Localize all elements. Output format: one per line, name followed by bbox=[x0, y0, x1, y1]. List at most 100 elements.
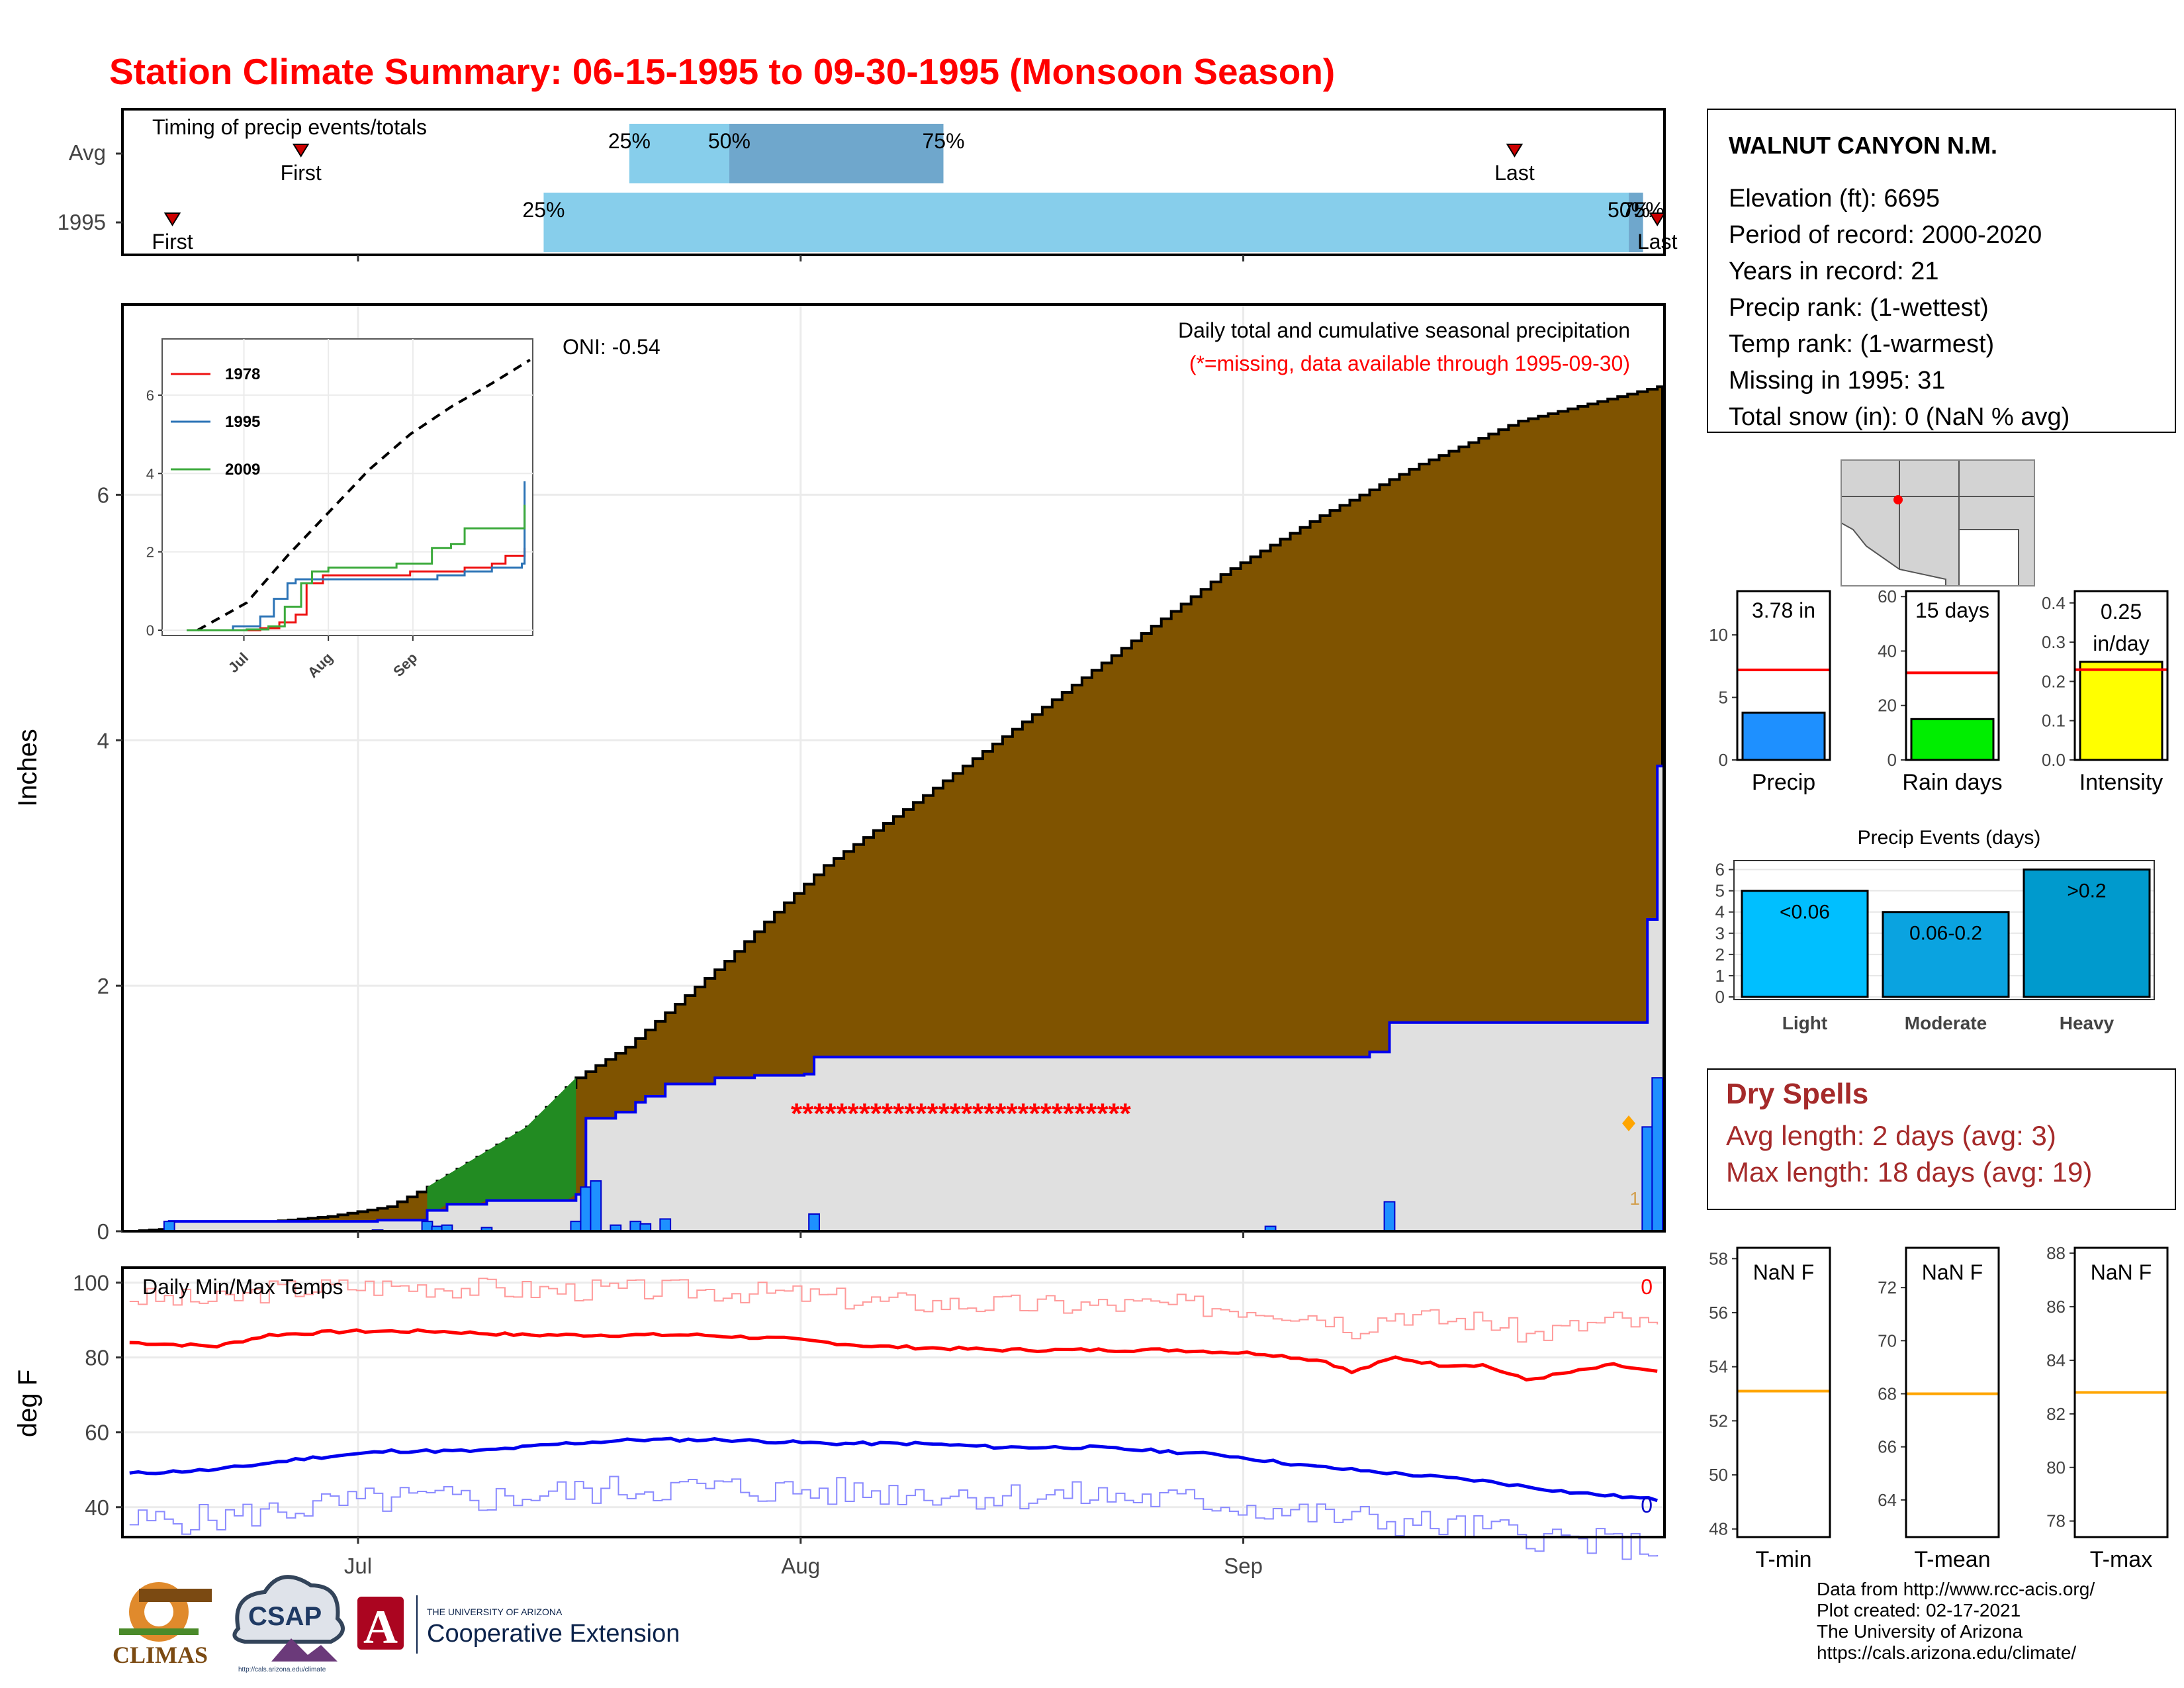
timing-bar-q25-q50 bbox=[629, 124, 729, 183]
summary-y-tick-label: 20 bbox=[1878, 696, 1897, 716]
tbox-frame bbox=[1736, 1246, 1831, 1538]
temp-y-tick-label: 100 bbox=[73, 1271, 109, 1295]
first-event-marker bbox=[163, 212, 181, 226]
oni-value: ONI: -0.54 bbox=[563, 335, 660, 359]
inset-y-tick-label: 0 bbox=[146, 622, 154, 639]
temperature-summary-boxes: 48 50 52 54 56 58 NaN F T-min 64 66 68 70 72 NaN F T-m… bbox=[1709, 1243, 2169, 1572]
csap-logo: CSAP http://cals.arizona.edu/climate bbox=[232, 1575, 345, 1673]
timing-row-1995: 1995 bbox=[58, 210, 106, 234]
tbox-y-tick-label: 82 bbox=[2046, 1404, 2066, 1424]
average-max-temp-line bbox=[129, 1328, 1658, 1382]
date-x-tick-label: Sep bbox=[1224, 1554, 1263, 1578]
timing-bar-q50-q75 bbox=[1629, 193, 1643, 252]
events-category-label: Light bbox=[1782, 1013, 1827, 1033]
summary-y-tick-label: 5 bbox=[1719, 688, 1728, 708]
inset-legend-label: 1995 bbox=[225, 413, 260, 431]
climas-logo: CLIMAS bbox=[113, 1582, 212, 1668]
tbox-y-tick-label: 54 bbox=[1709, 1357, 1728, 1377]
inset-year-line bbox=[187, 504, 526, 632]
dry-spells-frame bbox=[1707, 1068, 2176, 1210]
precip-y-tick-label: 4 bbox=[97, 728, 109, 753]
station-location-dot bbox=[1893, 495, 1903, 504]
summary-value-unit: in/day bbox=[2093, 632, 2149, 655]
inset-legend: 1978 1995 2009 bbox=[171, 365, 260, 479]
temp-panel-label: Daily Min/Max Temps bbox=[142, 1275, 343, 1299]
temp-y-tick-label: 40 bbox=[85, 1495, 109, 1520]
dry-spells-avg: Avg length: 2 days (avg: 3) bbox=[1726, 1120, 2056, 1151]
summary-value-bar bbox=[1741, 712, 1826, 761]
station-period: Period of record: 2000-2020 bbox=[1729, 221, 2042, 249]
precip-y-tick-label: 6 bbox=[97, 483, 109, 507]
precip-y-tick-label: 0 bbox=[97, 1219, 109, 1244]
daily-precip-bar bbox=[570, 1221, 582, 1232]
summary-value-label: 0.25 bbox=[2101, 600, 2142, 624]
inset-frame bbox=[161, 338, 533, 636]
credit-plot-date: Plot created: 02-17-2021 bbox=[1817, 1600, 2021, 1620]
last-day-diamond bbox=[1622, 1115, 1635, 1131]
summary-value-label: 15 days bbox=[1915, 598, 1989, 622]
above-average-area bbox=[427, 1078, 576, 1211]
tbox-y-tick-label: 70 bbox=[1878, 1331, 1897, 1350]
timing-label-50: 50% bbox=[1608, 198, 1650, 222]
precip-note-title: Daily total and cumulative seasonal prec… bbox=[1178, 318, 1630, 342]
logo-strip: CLIMAS CSAP http://cals.arizona.edu/clim… bbox=[113, 1575, 680, 1673]
timing-panel-label: Timing of precip events/totals bbox=[152, 115, 427, 139]
csap-cloud-shape bbox=[232, 1575, 345, 1644]
credit-university: The University of Arizona bbox=[1817, 1621, 2023, 1642]
missing-data-marks: ****************************** bbox=[791, 1098, 1132, 1130]
average-min-temp-line bbox=[129, 1436, 1659, 1503]
last-day-label: 1 bbox=[1629, 1188, 1640, 1209]
ua-logo: A THE UNIVERSITY OF ARIZONA Cooperative … bbox=[357, 1595, 680, 1654]
tbox-category-label: T-mean bbox=[1914, 1547, 1990, 1572]
tbox-category-label: T-max bbox=[2090, 1547, 2152, 1572]
temp-gridlines bbox=[122, 1268, 1664, 1537]
precip-note-missing: (*=missing, data available through 1995-… bbox=[1189, 352, 1630, 375]
station-years: Years in record: 21 bbox=[1729, 258, 1939, 285]
climas-text: CLIMAS bbox=[113, 1642, 208, 1668]
ua-block-shape bbox=[357, 1597, 404, 1650]
ua-university-text: THE UNIVERSITY OF ARIZONA bbox=[427, 1607, 563, 1617]
timing-bar-q50-q75 bbox=[729, 124, 944, 183]
tbox-y-tick-label: 50 bbox=[1709, 1465, 1728, 1485]
credit-url: https://cals.arizona.edu/climate/ bbox=[1817, 1642, 2077, 1663]
station-elevation: Elevation (ft): 6695 bbox=[1729, 185, 1940, 212]
tbox-y-tick-label: 64 bbox=[1878, 1490, 1897, 1510]
record-max-temp-line bbox=[129, 1278, 1659, 1343]
events-bar-label: <0.06 bbox=[1780, 902, 1830, 923]
summary-category-label: Intensity bbox=[2079, 770, 2163, 795]
timing-panel: Timing of precip events/totals Avg 1995 … bbox=[58, 108, 1678, 261]
daily-precip-bar bbox=[629, 1221, 642, 1232]
summary-frame bbox=[2073, 590, 2169, 761]
map-frame bbox=[1841, 459, 2035, 586]
summary-y-tick-label: 0.0 bbox=[2042, 750, 2066, 770]
summary-value-bar bbox=[1910, 718, 1995, 761]
tbox-frame bbox=[2073, 1246, 2169, 1538]
events-category-label: Heavy bbox=[2060, 1013, 2115, 1033]
csap-mountain-shape bbox=[271, 1638, 338, 1662]
locator-map bbox=[1841, 459, 2035, 586]
precip-y-axis: 0 2 4 6 bbox=[97, 483, 122, 1244]
csap-text: CSAP bbox=[248, 1602, 322, 1631]
summary-frame bbox=[1905, 590, 2000, 761]
events-y-tick-label: 0 bbox=[1715, 987, 1725, 1007]
first-event-label: First bbox=[152, 230, 193, 254]
inset-y-tick-label: 4 bbox=[146, 465, 154, 482]
summary-value-bar bbox=[2079, 661, 2163, 761]
precip-panel: ****************************** Daily tot… bbox=[13, 303, 1666, 1244]
temp-y-tick-label: 60 bbox=[85, 1421, 109, 1445]
data-credits: Data from http://www.rcc-acis.org/ Plot … bbox=[1817, 1579, 2174, 1664]
summary-y-tick-label: 60 bbox=[1878, 586, 1897, 606]
station-frame bbox=[1707, 109, 2176, 433]
inset-legend-label: 1978 bbox=[225, 365, 260, 383]
credit-source: Data from http://www.rcc-acis.org/ bbox=[1817, 1579, 2095, 1599]
inset-series-lines bbox=[187, 358, 531, 632]
precip-events-title: Precip Events (days) bbox=[1858, 827, 2041, 849]
station-missing: Missing in 1995: 31 bbox=[1729, 367, 1945, 395]
timing-label-25: 25% bbox=[522, 198, 565, 222]
temp-y-axis-label: deg F bbox=[13, 1370, 42, 1437]
date-x-tick-label: Jul bbox=[344, 1554, 372, 1578]
first-event-label: First bbox=[281, 161, 322, 185]
tbox-y-tick-label: 80 bbox=[2046, 1458, 2066, 1477]
